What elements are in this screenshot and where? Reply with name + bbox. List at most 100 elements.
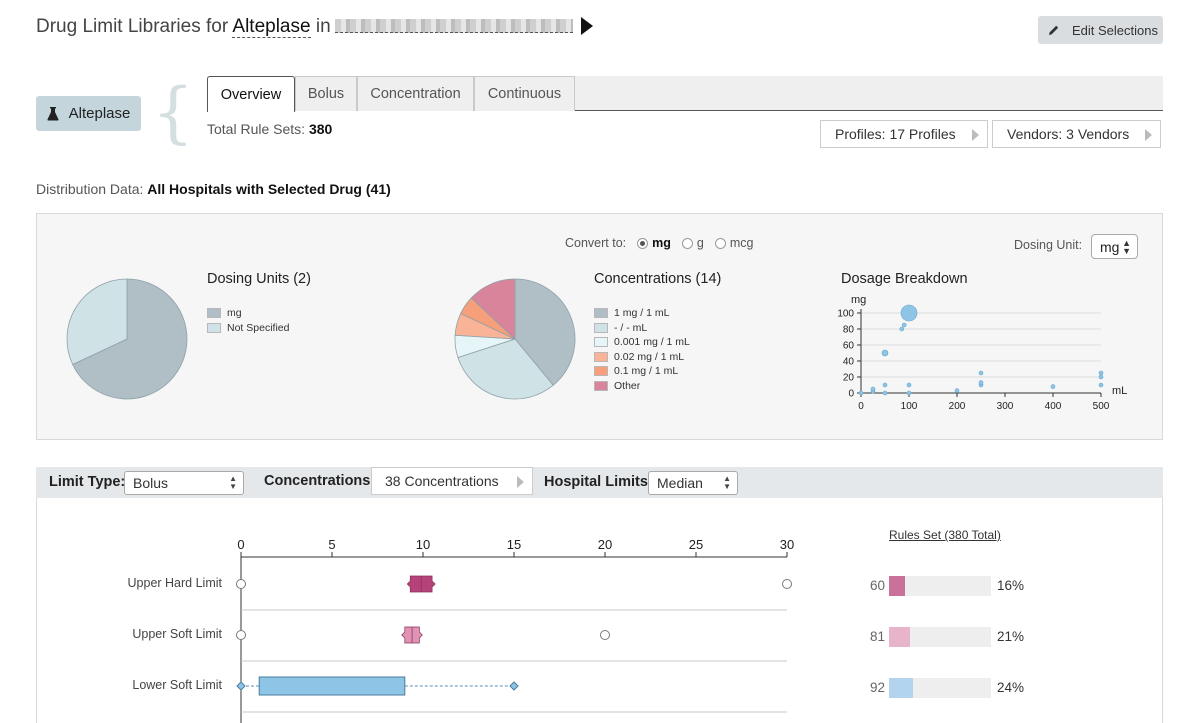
legend-item: 0.02 mg / 1 mL bbox=[594, 350, 690, 365]
limit-row-label: Upper Hard Limit bbox=[127, 576, 222, 590]
total-rule-sets-label: Total Rule Sets: bbox=[207, 121, 306, 137]
scatter-point[interactable] bbox=[906, 382, 912, 388]
whisker-end[interactable] bbox=[509, 681, 519, 691]
whisker-end[interactable] bbox=[236, 681, 246, 691]
radio-icon[interactable] bbox=[681, 237, 693, 249]
pie-slice[interactable] bbox=[470, 278, 516, 340]
legend-swatch bbox=[207, 308, 221, 319]
concentrations-value: 38 Concentrations bbox=[385, 473, 499, 489]
legend-label: mg bbox=[227, 307, 242, 320]
drug-chip[interactable]: Alteplase bbox=[36, 96, 141, 131]
scatter-point[interactable] bbox=[899, 326, 905, 332]
legend-label: Not Specified bbox=[227, 321, 290, 334]
scatter-point[interactable] bbox=[954, 388, 960, 393]
rules-pct-label: 21% bbox=[997, 629, 1025, 644]
y-tick-label: 80 bbox=[843, 325, 855, 336]
scatter-point[interactable] bbox=[1098, 374, 1104, 380]
x-tick-label: 300 bbox=[997, 401, 1014, 412]
rules-set-title[interactable]: Rules Set (380 Total) bbox=[889, 528, 1001, 542]
legend-item: - / - mL bbox=[594, 321, 690, 336]
scatter-point[interactable] bbox=[900, 304, 918, 322]
tab-concentration[interactable]: Concentration bbox=[357, 76, 474, 111]
legend-label: 1 mg / 1 mL bbox=[614, 307, 670, 320]
y-tick-label: 100 bbox=[837, 309, 854, 320]
tab-continuous[interactable]: Continuous bbox=[474, 76, 575, 111]
legend-item: 1 mg / 1 mL bbox=[594, 306, 690, 321]
hospital-limits-select[interactable]: Median ▲ ▼ bbox=[648, 471, 738, 495]
radio-icon[interactable] bbox=[714, 237, 726, 249]
edit-selections-button[interactable]: Edit Selections bbox=[1038, 16, 1163, 44]
x-tick-label: 0 bbox=[237, 537, 244, 552]
outlier-point[interactable] bbox=[600, 630, 610, 640]
flask-icon bbox=[47, 106, 59, 120]
scatter-point[interactable] bbox=[906, 390, 912, 396]
limit-type-label: Limit Type: bbox=[49, 474, 126, 490]
y-tick-label: 0 bbox=[848, 389, 854, 400]
scatter-point[interactable] bbox=[1098, 370, 1104, 376]
scatter-point[interactable] bbox=[978, 370, 984, 376]
total-rule-sets: Total Rule Sets: 380 bbox=[207, 121, 332, 137]
scatter-point[interactable] bbox=[978, 380, 984, 385]
legend-label: - / - mL bbox=[614, 321, 648, 334]
convert-option-g[interactable]: g bbox=[681, 236, 704, 250]
scatter-point[interactable] bbox=[882, 382, 888, 388]
dosing-unit-label: Dosing Unit: bbox=[1014, 238, 1083, 252]
dosing-units-legend: mg Not Specified bbox=[207, 306, 289, 335]
scatter-point[interactable] bbox=[1050, 384, 1056, 389]
dosing-unit-select[interactable]: mg ▲ ▼ bbox=[1091, 234, 1138, 259]
updown-arrows-icon: ▲ ▼ bbox=[723, 474, 731, 491]
x-tick-label: 200 bbox=[949, 401, 966, 412]
profiles-label: Profiles: 17 Profiles bbox=[835, 126, 956, 142]
legend-item: Not Specified bbox=[207, 321, 289, 336]
play-icon[interactable] bbox=[580, 17, 593, 35]
scatter-point[interactable] bbox=[882, 390, 888, 396]
concentrations-title: Concentrations (14) bbox=[594, 271, 722, 287]
rules-pct-fill bbox=[889, 678, 914, 698]
pie-slice[interactable] bbox=[72, 278, 188, 400]
concentrations-pie bbox=[454, 278, 576, 400]
x-tick-label: 400 bbox=[1045, 401, 1062, 412]
x-tick-label: 30 bbox=[780, 537, 794, 552]
convert-option-mcg[interactable]: mcg bbox=[714, 236, 753, 250]
convert-option-mg[interactable]: mg bbox=[637, 236, 671, 250]
chevron-right-icon bbox=[972, 129, 979, 141]
x-axis-label: mL bbox=[1112, 385, 1127, 397]
tab-bolus[interactable]: Bolus bbox=[295, 76, 357, 111]
legend-label: 0.02 mg / 1 mL bbox=[614, 350, 685, 363]
chevron-right-icon bbox=[517, 476, 524, 488]
scatter-point[interactable] bbox=[881, 349, 889, 357]
legend-item: mg bbox=[207, 306, 289, 321]
tab-overview[interactable]: Overview bbox=[207, 76, 295, 112]
outlier-point[interactable] bbox=[782, 579, 792, 589]
dosing-unit-value: mg bbox=[1100, 238, 1120, 255]
limit-row-label: Upper Soft Limit bbox=[132, 627, 222, 641]
title-drug-link[interactable]: Alteplase bbox=[232, 16, 311, 38]
outlier-point[interactable] bbox=[236, 630, 246, 640]
outlier-point[interactable] bbox=[236, 579, 246, 589]
legend-swatch bbox=[594, 366, 608, 377]
box-iqr[interactable] bbox=[258, 676, 406, 696]
chevron-right-icon bbox=[1145, 129, 1152, 141]
redacted-hospital[interactable] bbox=[334, 19, 573, 33]
x-tick-label: 15 bbox=[507, 537, 521, 552]
title-in: in bbox=[315, 16, 331, 37]
scatter-point[interactable] bbox=[901, 322, 907, 328]
dosage-breakdown-title: Dosage Breakdown bbox=[841, 271, 968, 287]
pie-slice[interactable] bbox=[457, 338, 554, 400]
rules-count: 60 bbox=[869, 578, 885, 593]
scatter-point[interactable] bbox=[858, 390, 864, 396]
concentrations-label: Concentrations: bbox=[264, 473, 376, 489]
y-axis-label: mg bbox=[851, 294, 866, 306]
pie-slice[interactable] bbox=[66, 278, 128, 366]
limit-type-select[interactable]: Bolus ▲ ▼ bbox=[124, 471, 244, 495]
pie-slice[interactable] bbox=[514, 278, 576, 386]
rules-pct-bar bbox=[889, 576, 991, 596]
scatter-point[interactable] bbox=[870, 386, 876, 392]
concentrations-button[interactable]: 38 Concentrations bbox=[371, 467, 533, 495]
vendors-button[interactable]: Vendors: 3 Vendors bbox=[992, 120, 1161, 148]
vendors-label: Vendors: 3 Vendors bbox=[1007, 126, 1130, 142]
legend-swatch bbox=[594, 322, 608, 333]
radio-selected-icon[interactable] bbox=[637, 237, 649, 249]
profiles-button[interactable]: Profiles: 17 Profiles bbox=[820, 120, 988, 148]
scatter-point[interactable] bbox=[1098, 382, 1104, 388]
